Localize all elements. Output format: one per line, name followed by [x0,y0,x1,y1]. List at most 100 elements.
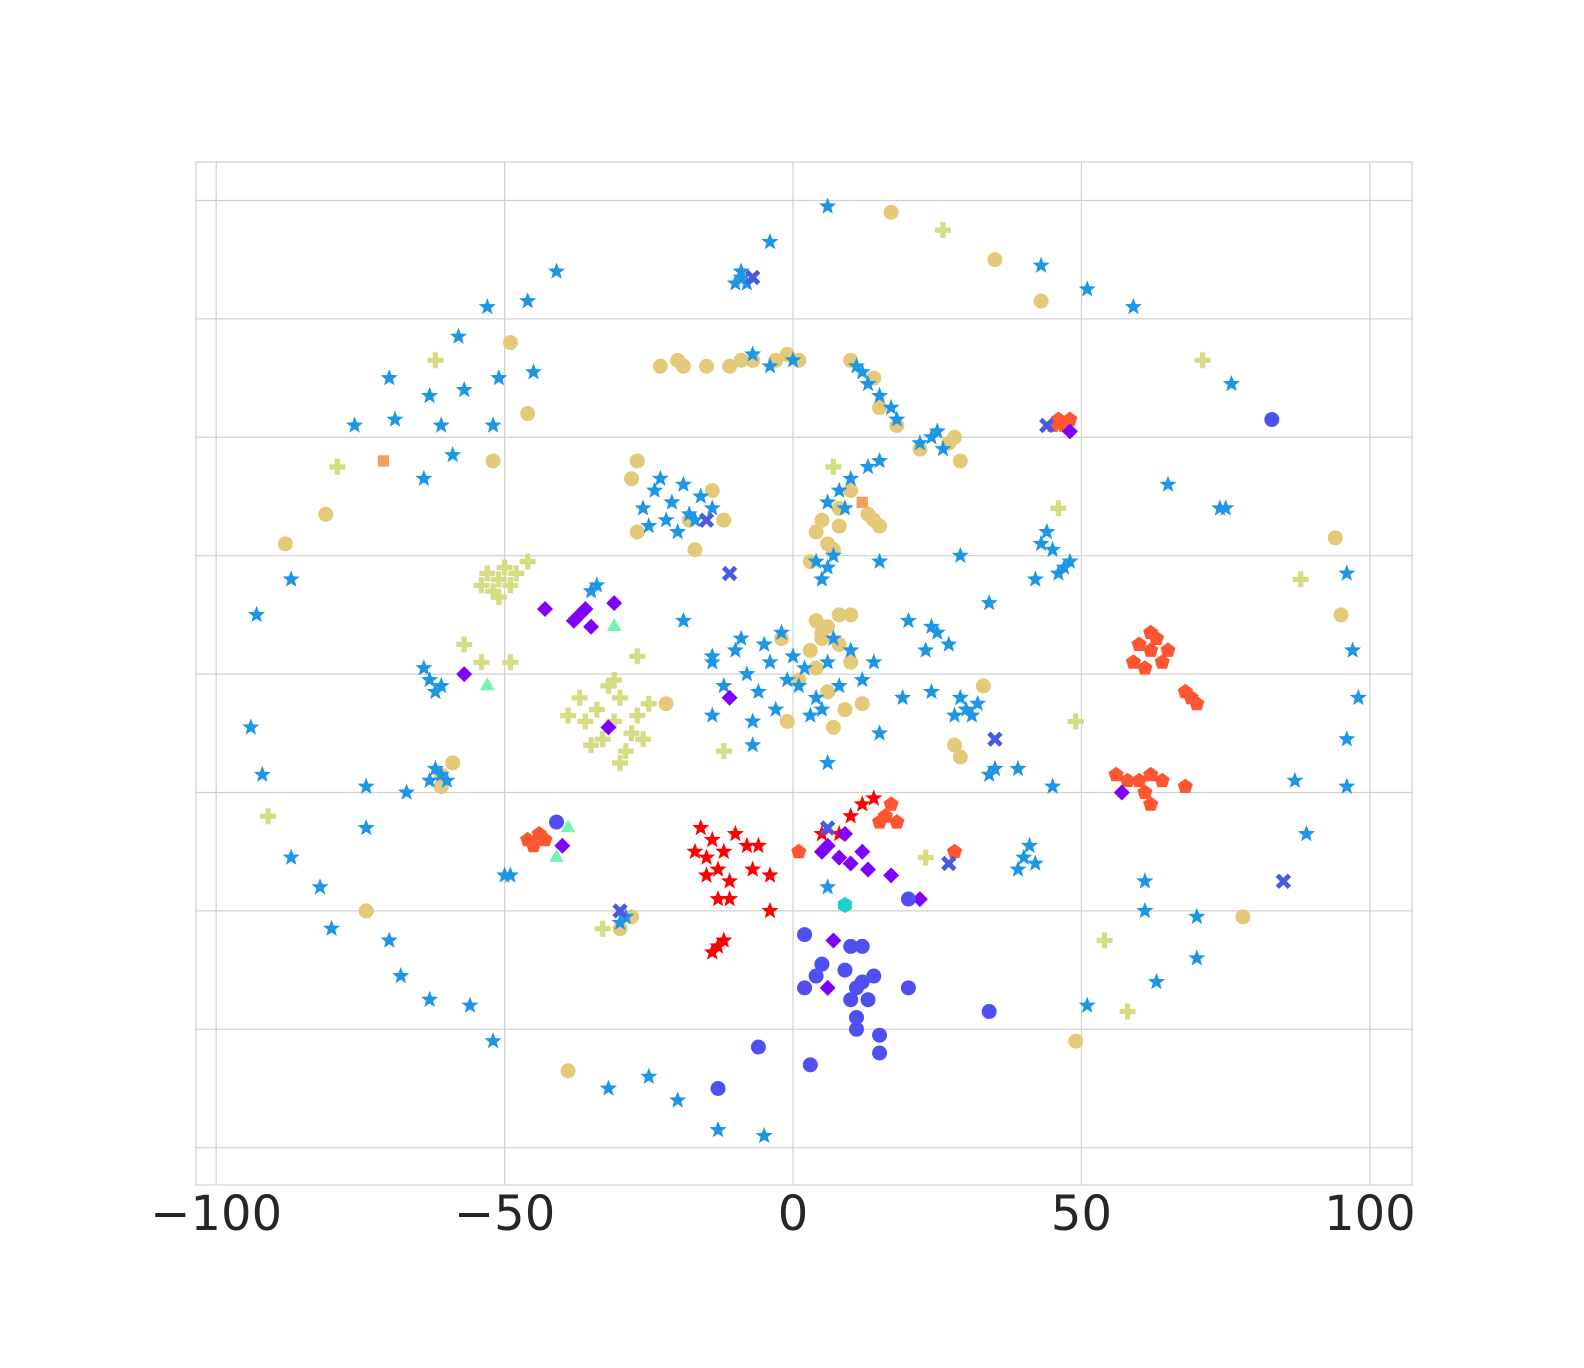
point [865,653,883,670]
point [479,565,496,582]
point [859,375,877,392]
point [860,861,876,878]
point [842,469,860,486]
point [318,506,334,522]
point [634,499,652,516]
point [1137,784,1153,799]
point [1033,293,1049,309]
point [519,292,537,309]
point [709,937,727,954]
x-tick-label: 100 [1324,1186,1416,1242]
point [843,654,859,670]
point [715,676,733,694]
point [767,700,785,717]
point [987,252,1003,268]
point [600,719,617,736]
point [1338,730,1356,747]
point [733,352,749,368]
point [761,653,779,670]
point [1188,949,1206,966]
point [843,992,859,1008]
point [825,932,842,949]
point [808,613,824,629]
point [732,629,750,646]
point [427,352,444,369]
point [814,956,830,972]
point [819,878,837,895]
point [824,546,842,563]
point [824,629,842,646]
point [484,416,502,433]
point [755,1126,773,1144]
point [1044,540,1062,558]
point [485,583,502,600]
point [703,943,721,960]
point [831,518,847,534]
point [1039,417,1055,434]
point [761,232,779,250]
point [663,493,681,510]
point [715,842,733,859]
point [1147,972,1165,990]
point [716,512,732,528]
point [928,623,946,640]
point [814,512,830,528]
point [473,654,490,671]
point [715,931,733,948]
point [837,825,853,842]
point [358,903,374,919]
point [801,706,819,723]
point [560,707,577,724]
point [830,481,848,498]
point [606,618,622,631]
point [842,641,860,658]
point [432,765,450,782]
point [554,837,571,854]
point [577,713,594,730]
point [455,380,473,398]
point [1154,772,1170,788]
point [749,836,767,854]
point [888,410,906,427]
point [629,453,645,469]
point [357,777,375,794]
point [658,696,674,712]
point [922,617,940,634]
point [520,831,536,847]
point [820,684,836,700]
point [853,795,871,812]
point [686,842,704,859]
point [837,962,853,978]
point [854,696,870,712]
point [1292,571,1309,588]
point [612,689,628,706]
point [242,718,260,735]
point [947,737,963,753]
x-tick-label: −100 [150,1186,282,1242]
point [854,974,870,990]
x-tick-label: 50 [1051,1186,1112,1242]
point [813,700,831,717]
x-tick-label: 0 [778,1186,809,1242]
point [1124,298,1142,315]
point [871,452,889,469]
point [640,695,657,712]
point [703,653,721,670]
point [831,849,848,866]
point [940,635,958,652]
point [819,820,836,836]
point [872,814,888,829]
point [1143,642,1159,657]
point [508,565,525,582]
point [900,891,916,907]
point [1038,523,1056,540]
point [837,702,853,718]
point [797,927,813,943]
point [830,676,848,694]
point [854,843,871,860]
point [629,524,645,540]
point [520,406,536,422]
point [797,980,813,996]
point [744,345,762,362]
